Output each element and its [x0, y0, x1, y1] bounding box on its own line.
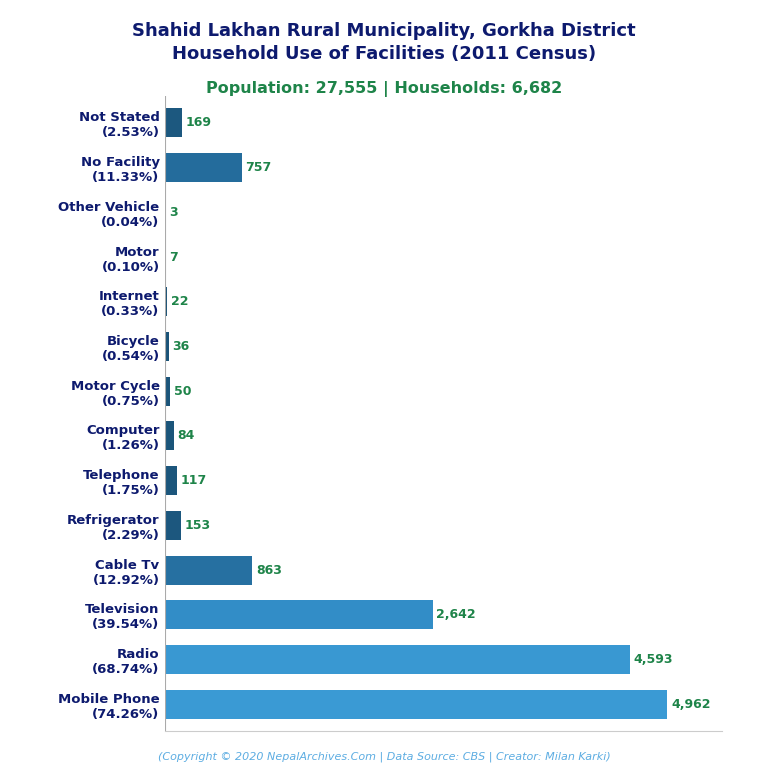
Text: 4,962: 4,962	[671, 698, 710, 711]
Text: 7: 7	[170, 250, 178, 263]
Text: 84: 84	[177, 429, 194, 442]
Bar	[165, 466, 177, 495]
Bar	[165, 690, 667, 719]
Text: 4,593: 4,593	[634, 653, 673, 666]
Text: 36: 36	[172, 340, 190, 353]
Text: 2,642: 2,642	[436, 608, 475, 621]
Text: Population: 27,555 | Households: 6,682: Population: 27,555 | Households: 6,682	[206, 81, 562, 97]
Text: 50: 50	[174, 385, 191, 398]
Text: 169: 169	[186, 116, 212, 129]
Bar	[165, 601, 432, 630]
Bar	[165, 376, 170, 406]
Bar	[165, 108, 182, 137]
Text: (Copyright © 2020 NepalArchives.Com | Data Source: CBS | Creator: Milan Karki): (Copyright © 2020 NepalArchives.Com | Da…	[157, 751, 611, 762]
Bar	[165, 555, 253, 584]
Text: 117: 117	[180, 474, 207, 487]
Bar	[165, 153, 242, 182]
Bar	[165, 332, 169, 361]
Bar	[165, 511, 180, 540]
Bar	[165, 422, 174, 451]
Text: 3: 3	[169, 206, 177, 219]
Bar	[165, 287, 167, 316]
Text: 863: 863	[256, 564, 282, 577]
Text: 153: 153	[184, 519, 210, 532]
Text: 757: 757	[245, 161, 272, 174]
Bar	[165, 645, 630, 674]
Text: Shahid Lakhan Rural Municipality, Gorkha District
Household Use of Facilities (2: Shahid Lakhan Rural Municipality, Gorkha…	[132, 22, 636, 63]
Text: 22: 22	[171, 295, 188, 308]
